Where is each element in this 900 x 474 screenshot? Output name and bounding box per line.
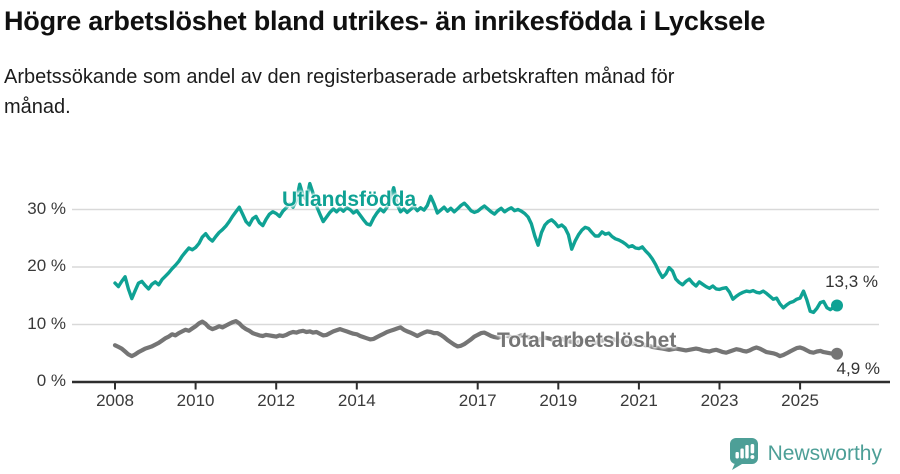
- newsworthy-logo-icon: [729, 438, 758, 470]
- page-subtitle: Arbetssökande som andel av den registerb…: [4, 66, 675, 118]
- end-value-utlandsfodda: 13,3 %: [825, 272, 878, 291]
- series-label-utlandsfodda: Utlandsfödda: [282, 188, 417, 211]
- brand-footer[interactable]: Newsworthy: [728, 437, 882, 471]
- series-label-total: Total arbetslöshet: [497, 329, 677, 352]
- page-title: Högre arbetslöshet bland utrikes- än inr…: [4, 6, 766, 36]
- end-value-total: 4,9 %: [836, 359, 880, 378]
- brand-name: Newsworthy: [767, 442, 882, 465]
